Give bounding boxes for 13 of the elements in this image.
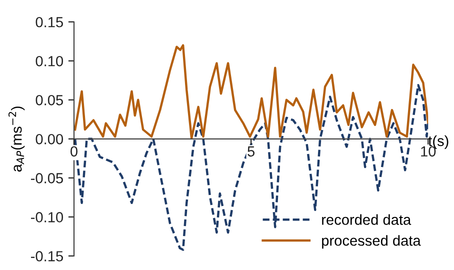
legend-label: processed data [322,235,421,249]
y-tick-label: 0.15 [36,16,63,28]
x-tick-label: 5 [248,146,255,157]
y-tick-label: -0.05 [30,173,63,184]
y-axis-title: a$_{AP}$(ms$^{−2}$) [8,106,25,172]
legend-label: recorded data [322,214,412,225]
x-tick-label: 0 [70,146,78,157]
y-tick-label: -0.10 [30,212,64,222]
y-tick-label: 0.10 [36,56,64,66]
y-tick-label: 0.00 [36,134,64,144]
y-tick-label: 0.05 [36,95,63,106]
line-series [74,44,428,140]
y-tick-label: -0.15 [30,251,63,262]
